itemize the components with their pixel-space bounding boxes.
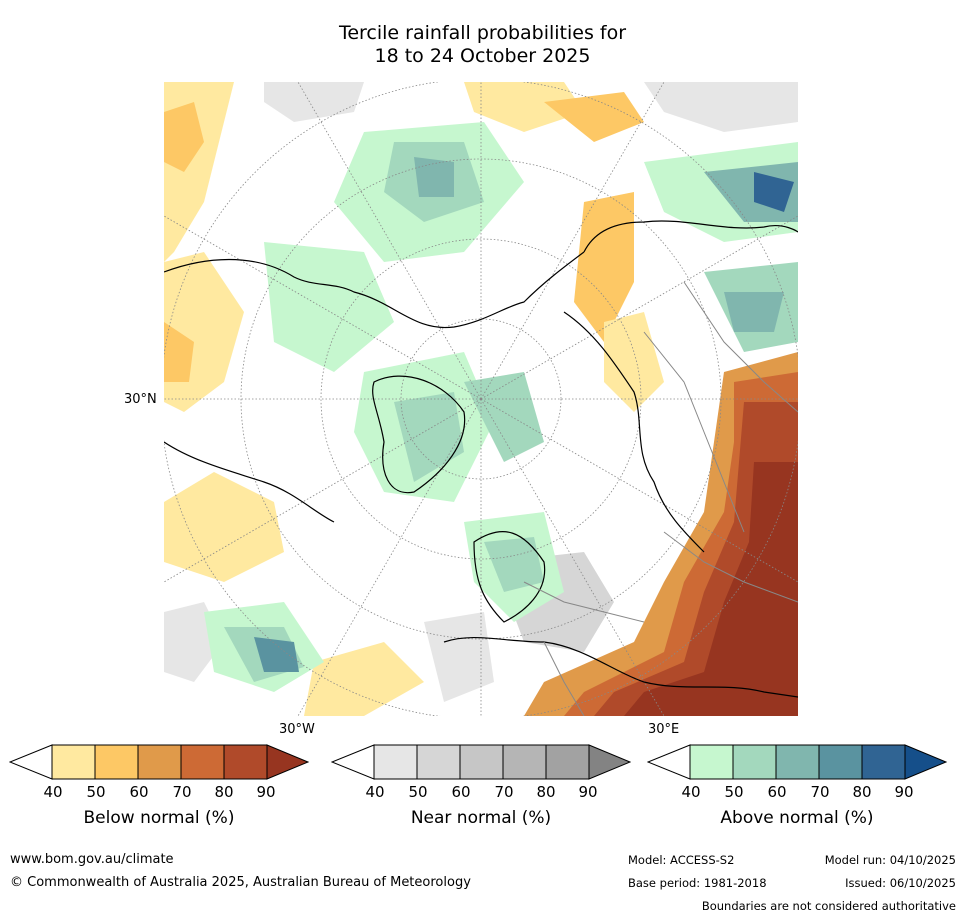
chart-title: Tercile rainfall probabilities for 18 to… [0, 22, 965, 68]
rainfall-probability-map [164, 82, 798, 716]
map-canvas [164, 82, 798, 716]
colorbar-swatch [51, 744, 96, 780]
colorbar-ticks: 40 50 60 70 80 90 [9, 783, 309, 803]
country-borders [523, 281, 798, 716]
legend-near-normal: 40 50 60 70 80 90 Near normal (%) [331, 744, 631, 844]
colorbar-ticks: 40 50 60 70 80 90 [647, 783, 947, 803]
legend-label: Near normal (%) [410, 808, 552, 828]
colorbar-below-normal [9, 744, 309, 780]
colorbar-swatch [180, 744, 225, 780]
tick-label: 60 [451, 783, 471, 801]
tick-label: 80 [852, 783, 872, 801]
colorbar-swatch [459, 744, 504, 780]
colorbar-high-extension [904, 744, 947, 780]
legend-below-normal: 40 50 60 70 80 90 Below normal (%) [9, 744, 309, 844]
graticule [164, 82, 798, 716]
legend-above-normal: 40 50 60 70 80 90 Above normal (%) [647, 744, 947, 844]
colorbar-swatch [137, 744, 182, 780]
tick-label: 50 [408, 783, 428, 801]
longitude-label-30e: 30°E [648, 722, 680, 737]
model-text: Model: ACCESS-S2 [628, 853, 735, 867]
colorbar-low-extension [9, 744, 53, 780]
colorbar-swatch [373, 744, 418, 780]
issued-text: Issued: 06/10/2025 [845, 876, 956, 890]
colorbar-ticks: 40 50 60 70 80 90 [331, 783, 631, 803]
tick-label: 90 [578, 783, 598, 801]
colorbar-above-normal [647, 744, 947, 780]
colorbar-swatch [502, 744, 547, 780]
model-run-text: Model run: 04/10/2025 [824, 853, 956, 867]
tick-label: 50 [86, 783, 106, 801]
legend-label: Below normal (%) [83, 808, 235, 828]
tick-label: 80 [214, 783, 234, 801]
colorbar-swatch [223, 744, 268, 780]
tick-label: 40 [681, 783, 701, 801]
tick-label: 70 [172, 783, 192, 801]
probability-field [164, 82, 798, 716]
colorbar-swatch [732, 744, 777, 780]
website-text: www.bom.gov.au/climate [10, 852, 174, 867]
colorbar-low-extension [647, 744, 691, 780]
coastlines [164, 220, 798, 698]
tick-label: 60 [767, 783, 787, 801]
colorbar-swatch [416, 744, 461, 780]
colorbar-swatch [94, 744, 139, 780]
colorbar-swatch [818, 744, 863, 780]
colorbar-swatch [545, 744, 590, 780]
colorbar-low-extension [331, 744, 375, 780]
base-period-text: Base period: 1981-2018 [628, 876, 767, 890]
legend-label: Above normal (%) [720, 808, 874, 828]
colorbar-near-normal [331, 744, 631, 780]
tick-label: 80 [536, 783, 556, 801]
tick-label: 90 [894, 783, 914, 801]
colorbar-high-extension [266, 744, 309, 780]
colorbar-swatch [689, 744, 734, 780]
title-line-1: Tercile rainfall probabilities for [338, 22, 627, 44]
colorbar-swatch [775, 744, 820, 780]
disclaimer-text: Boundaries are not considered authoritat… [701, 899, 956, 913]
copyright-text: © Commonwealth of Australia 2025, Austra… [10, 875, 471, 890]
tick-label: 90 [256, 783, 276, 801]
tick-label: 60 [129, 783, 149, 801]
tick-label: 70 [810, 783, 830, 801]
colorbar-swatch [861, 744, 906, 780]
latitude-label-30n: 30°N [124, 392, 157, 407]
tick-label: 40 [43, 783, 63, 801]
longitude-label-30w: 30°W [279, 722, 315, 737]
tick-label: 70 [494, 783, 514, 801]
title-line-2: 18 to 24 October 2025 [374, 45, 591, 67]
colorbar-high-extension [588, 744, 631, 780]
tick-label: 50 [724, 783, 744, 801]
tick-label: 40 [365, 783, 385, 801]
